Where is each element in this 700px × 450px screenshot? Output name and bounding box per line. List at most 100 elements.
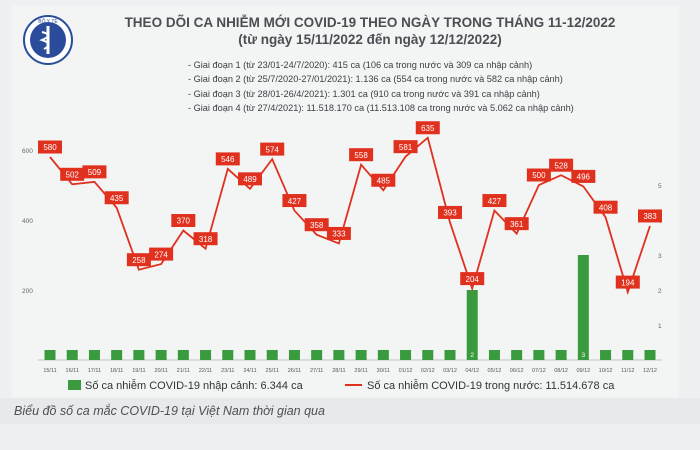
data-label-28/11: 333 [332,230,346,239]
x-tick-label: 02/12 [421,368,435,374]
data-label-09/12: 496 [577,173,591,182]
data-label-box [415,121,440,135]
bar-import-04/12 [466,290,478,360]
bar-import-02/12 [422,350,434,360]
data-label-04/12: 204 [466,275,480,284]
data-label-29/11: 558 [354,151,368,160]
data-label-box [571,169,596,183]
x-tick-label: 12/12 [643,368,657,374]
bar-import-12/12 [644,350,656,360]
chart-title-main: THEO DÕI CA NHIỄM MỚI COVID-19 THEO NGÀY… [124,15,616,30]
data-label-17/11: 509 [88,168,102,177]
data-label-box [593,200,618,214]
data-label-box [638,209,662,223]
bar-import-25/11 [266,350,278,360]
bar-import-01/12 [400,350,412,360]
bar-import-15/11 [44,350,56,360]
bar-import-16/11 [66,350,78,360]
data-label-box [215,152,240,166]
data-label-22/11: 318 [199,235,213,244]
logo-text: BỘ Y TẾ [38,18,58,25]
data-label-07/12: 500 [532,171,546,180]
legend-import-swatch [68,380,81,390]
bar-import-03/12 [444,350,456,360]
x-tick-label: 24/11 [243,368,256,374]
data-label-15/11: 580 [43,143,57,152]
data-label-10/12: 408 [599,203,613,212]
data-label-box [371,173,396,187]
chart-svg: 2004006001234523580502509435258274370318… [22,121,662,392]
left-tick-label: 600 [22,148,33,155]
data-label-08/12: 528 [554,161,568,170]
chart-subtitle: (từ ngày 15/11/2022 đến ngày 12/12/2022) [238,32,502,47]
x-tick-label: 15/11 [43,368,56,374]
bar-import-22/11 [200,350,212,360]
x-tick-label: 26/11 [288,368,301,374]
x-tick-label: 08/12 [554,368,568,374]
data-label-01/12: 581 [399,143,413,152]
caption: Biểu đồ số ca mắc COVID-19 tại Việt Nam … [14,404,325,418]
x-tick-label: 16/11 [66,368,79,374]
bar-import-28/11 [333,350,345,360]
data-label-27/11: 358 [310,221,324,230]
x-tick-label: 30/11 [377,368,390,374]
data-label-box [393,140,418,154]
data-label-box [38,140,62,154]
bar-import-24/11 [244,350,256,360]
right-tick-label: 2 [658,288,662,295]
x-tick-label: 29/11 [354,368,367,374]
bar-import-07/12 [533,350,545,360]
x-tick-label: 09/12 [576,368,590,374]
x-tick-label: 27/11 [310,368,323,374]
data-label-box [82,165,107,179]
data-label-30/11: 485 [377,176,391,185]
bar-import-17/11 [88,350,100,360]
data-label-box [504,217,529,231]
x-tick-label: 25/11 [266,368,279,374]
x-tick-label: 23/11 [221,368,234,374]
bar-import-20/11 [155,350,167,360]
chart-title: THEO DÕI CA NHIỄM MỚI COVID-19 THEO NGÀY… [90,14,650,48]
data-label-12/12: 383 [643,212,657,221]
right-tick-label: 1 [658,323,662,330]
bar-import-26/11 [288,350,300,360]
bar-import-08/12 [555,350,567,360]
x-tick-label: 20/11 [154,368,167,374]
bar-import-29/11 [355,350,367,360]
left-tick-label: 200 [22,288,33,295]
data-label-box [104,191,129,205]
phase-note-2: - Giai đoạn 2 (từ 25/7/2020-27/01/2021):… [188,74,563,85]
data-label-box [193,232,218,246]
data-label-03/12: 393 [443,209,457,218]
data-label-box [615,275,640,289]
data-label-box [526,168,551,182]
data-label-box [60,167,85,181]
bar-import-18/11 [111,350,123,360]
data-label-box [460,272,485,286]
data-label-06/12: 361 [510,220,524,229]
data-label-box [171,214,196,227]
data-label-24/11: 489 [243,175,257,184]
x-tick-label: 28/11 [332,368,345,374]
bar-import-09/12 [577,255,589,360]
x-tick-label: 04/12 [465,368,479,374]
phase-note-1: - Giai đoạn 1 (từ 23/01-24/7/2020): 415 … [188,60,533,70]
data-label-box [238,172,262,186]
phase-note-4: - Giai đoạn 4 (từ 27/4/2021): 11.518.170… [188,102,574,113]
data-label-box [149,247,174,261]
bar-import-23/11 [222,350,234,360]
data-label-19/11: 258 [132,256,146,265]
data-label-box [438,205,462,219]
data-label-23/11: 546 [221,155,235,164]
phase-note-3: - Giai đoạn 3 (từ 28/01-26/4/2021): 1.30… [188,88,540,99]
data-label-25/11: 574 [266,145,280,154]
legend-domestic-label: Số ca nhiễm COVID-19 trong nước: 11.514.… [367,379,615,392]
right-tick-label: 3 [658,253,662,260]
data-label-box [260,142,285,156]
bar-import-19/11 [133,350,145,360]
bar-import-11/12 [622,350,634,360]
caption-bar [0,398,700,424]
left-tick-label: 400 [22,218,33,225]
x-tick-label: 03/12 [443,368,457,374]
data-label-02/12: 635 [421,124,435,133]
